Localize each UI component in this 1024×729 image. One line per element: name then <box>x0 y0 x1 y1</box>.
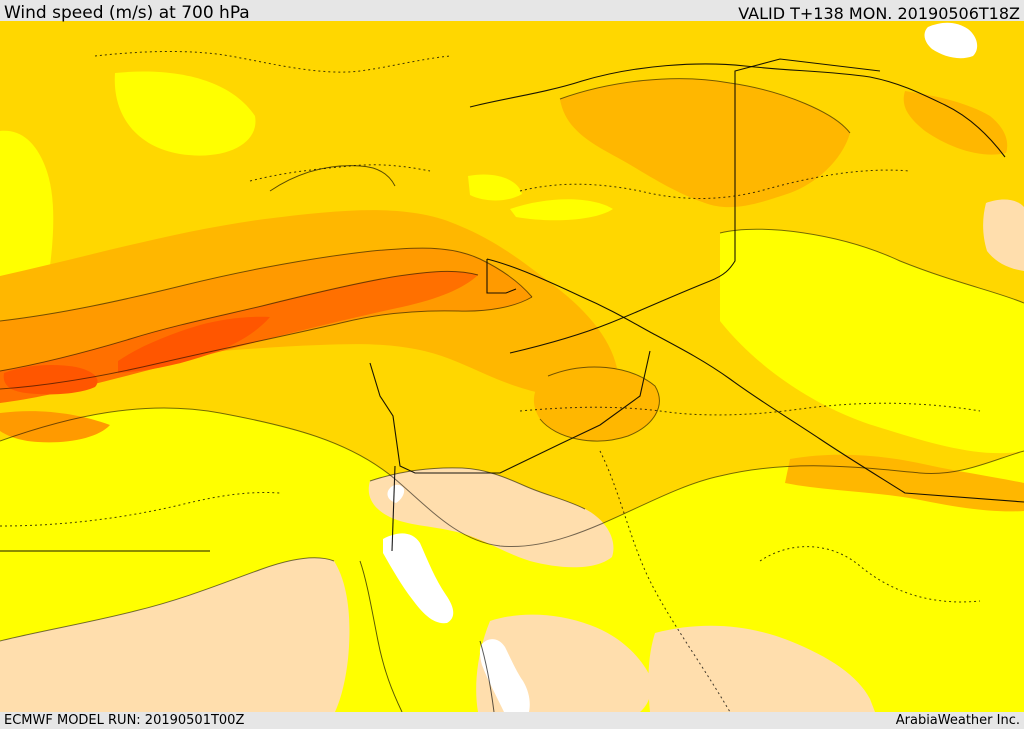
cream-wind-zone-southeast-2 <box>648 625 875 712</box>
wind-speed-map-svg <box>0 21 1024 712</box>
water-body-northeast <box>924 22 978 59</box>
yellow-east-zone <box>720 229 1024 454</box>
cream-wind-zone-southwest <box>0 557 350 712</box>
wind-speed-map <box>0 21 1024 712</box>
orange-wind-lobe-west <box>0 411 110 443</box>
water-body-small-patch <box>387 484 405 503</box>
yellow-north-zone <box>114 71 256 156</box>
contour-line-8 <box>0 557 335 642</box>
border-line-2 <box>486 259 517 294</box>
yellow-island-1 <box>468 174 522 201</box>
political-borders <box>0 58 1024 552</box>
border-line-5 <box>469 63 1006 158</box>
water-body-red-sea <box>383 533 454 624</box>
cream-wind-zone-east <box>983 199 1024 271</box>
model-run-label: ECMWF MODEL RUN: 20190501T00Z <box>4 713 245 728</box>
yellow-island-2 <box>510 199 613 221</box>
border-line-3 <box>509 58 881 354</box>
contour-line-6 <box>559 78 851 134</box>
coastline-3 <box>479 640 495 712</box>
contour-line-7 <box>539 366 660 442</box>
amber-wind-zone-north <box>560 78 850 208</box>
cream-wind-zone-center <box>368 467 614 568</box>
credit-label: ArabiaWeather Inc. <box>895 713 1020 728</box>
dotted-boundary-5 <box>519 169 911 199</box>
amber-wind-zone-lower <box>533 366 660 441</box>
coastline-2 <box>359 560 403 712</box>
map-title: Wind speed (m/s) at 700 hPa <box>4 3 250 23</box>
dotted-boundary-1 <box>0 492 281 527</box>
coastline-1 <box>269 165 396 192</box>
amber-wind-zone-northeast <box>903 91 1008 155</box>
contour-line-1 <box>0 247 533 322</box>
red-orange-wind-max-1 <box>3 365 98 395</box>
coastlines-and-dotted-boundaries <box>0 51 981 712</box>
red-orange-wind-max-2 <box>118 316 270 373</box>
water-body-gulf <box>479 639 530 712</box>
contour-line-4 <box>0 407 1024 548</box>
contour-line-3 <box>0 270 479 372</box>
border-line-1 <box>486 258 1024 503</box>
border-line-7 <box>391 465 396 552</box>
border-line-4 <box>369 350 651 474</box>
contour-line-5 <box>719 228 1024 304</box>
dotted-boundary-6 <box>94 51 451 73</box>
contour-line-2 <box>0 296 533 390</box>
map-background-fields <box>0 21 1024 712</box>
valid-time-label: VALID T+138 MON. 20190506T18Z <box>738 4 1020 23</box>
